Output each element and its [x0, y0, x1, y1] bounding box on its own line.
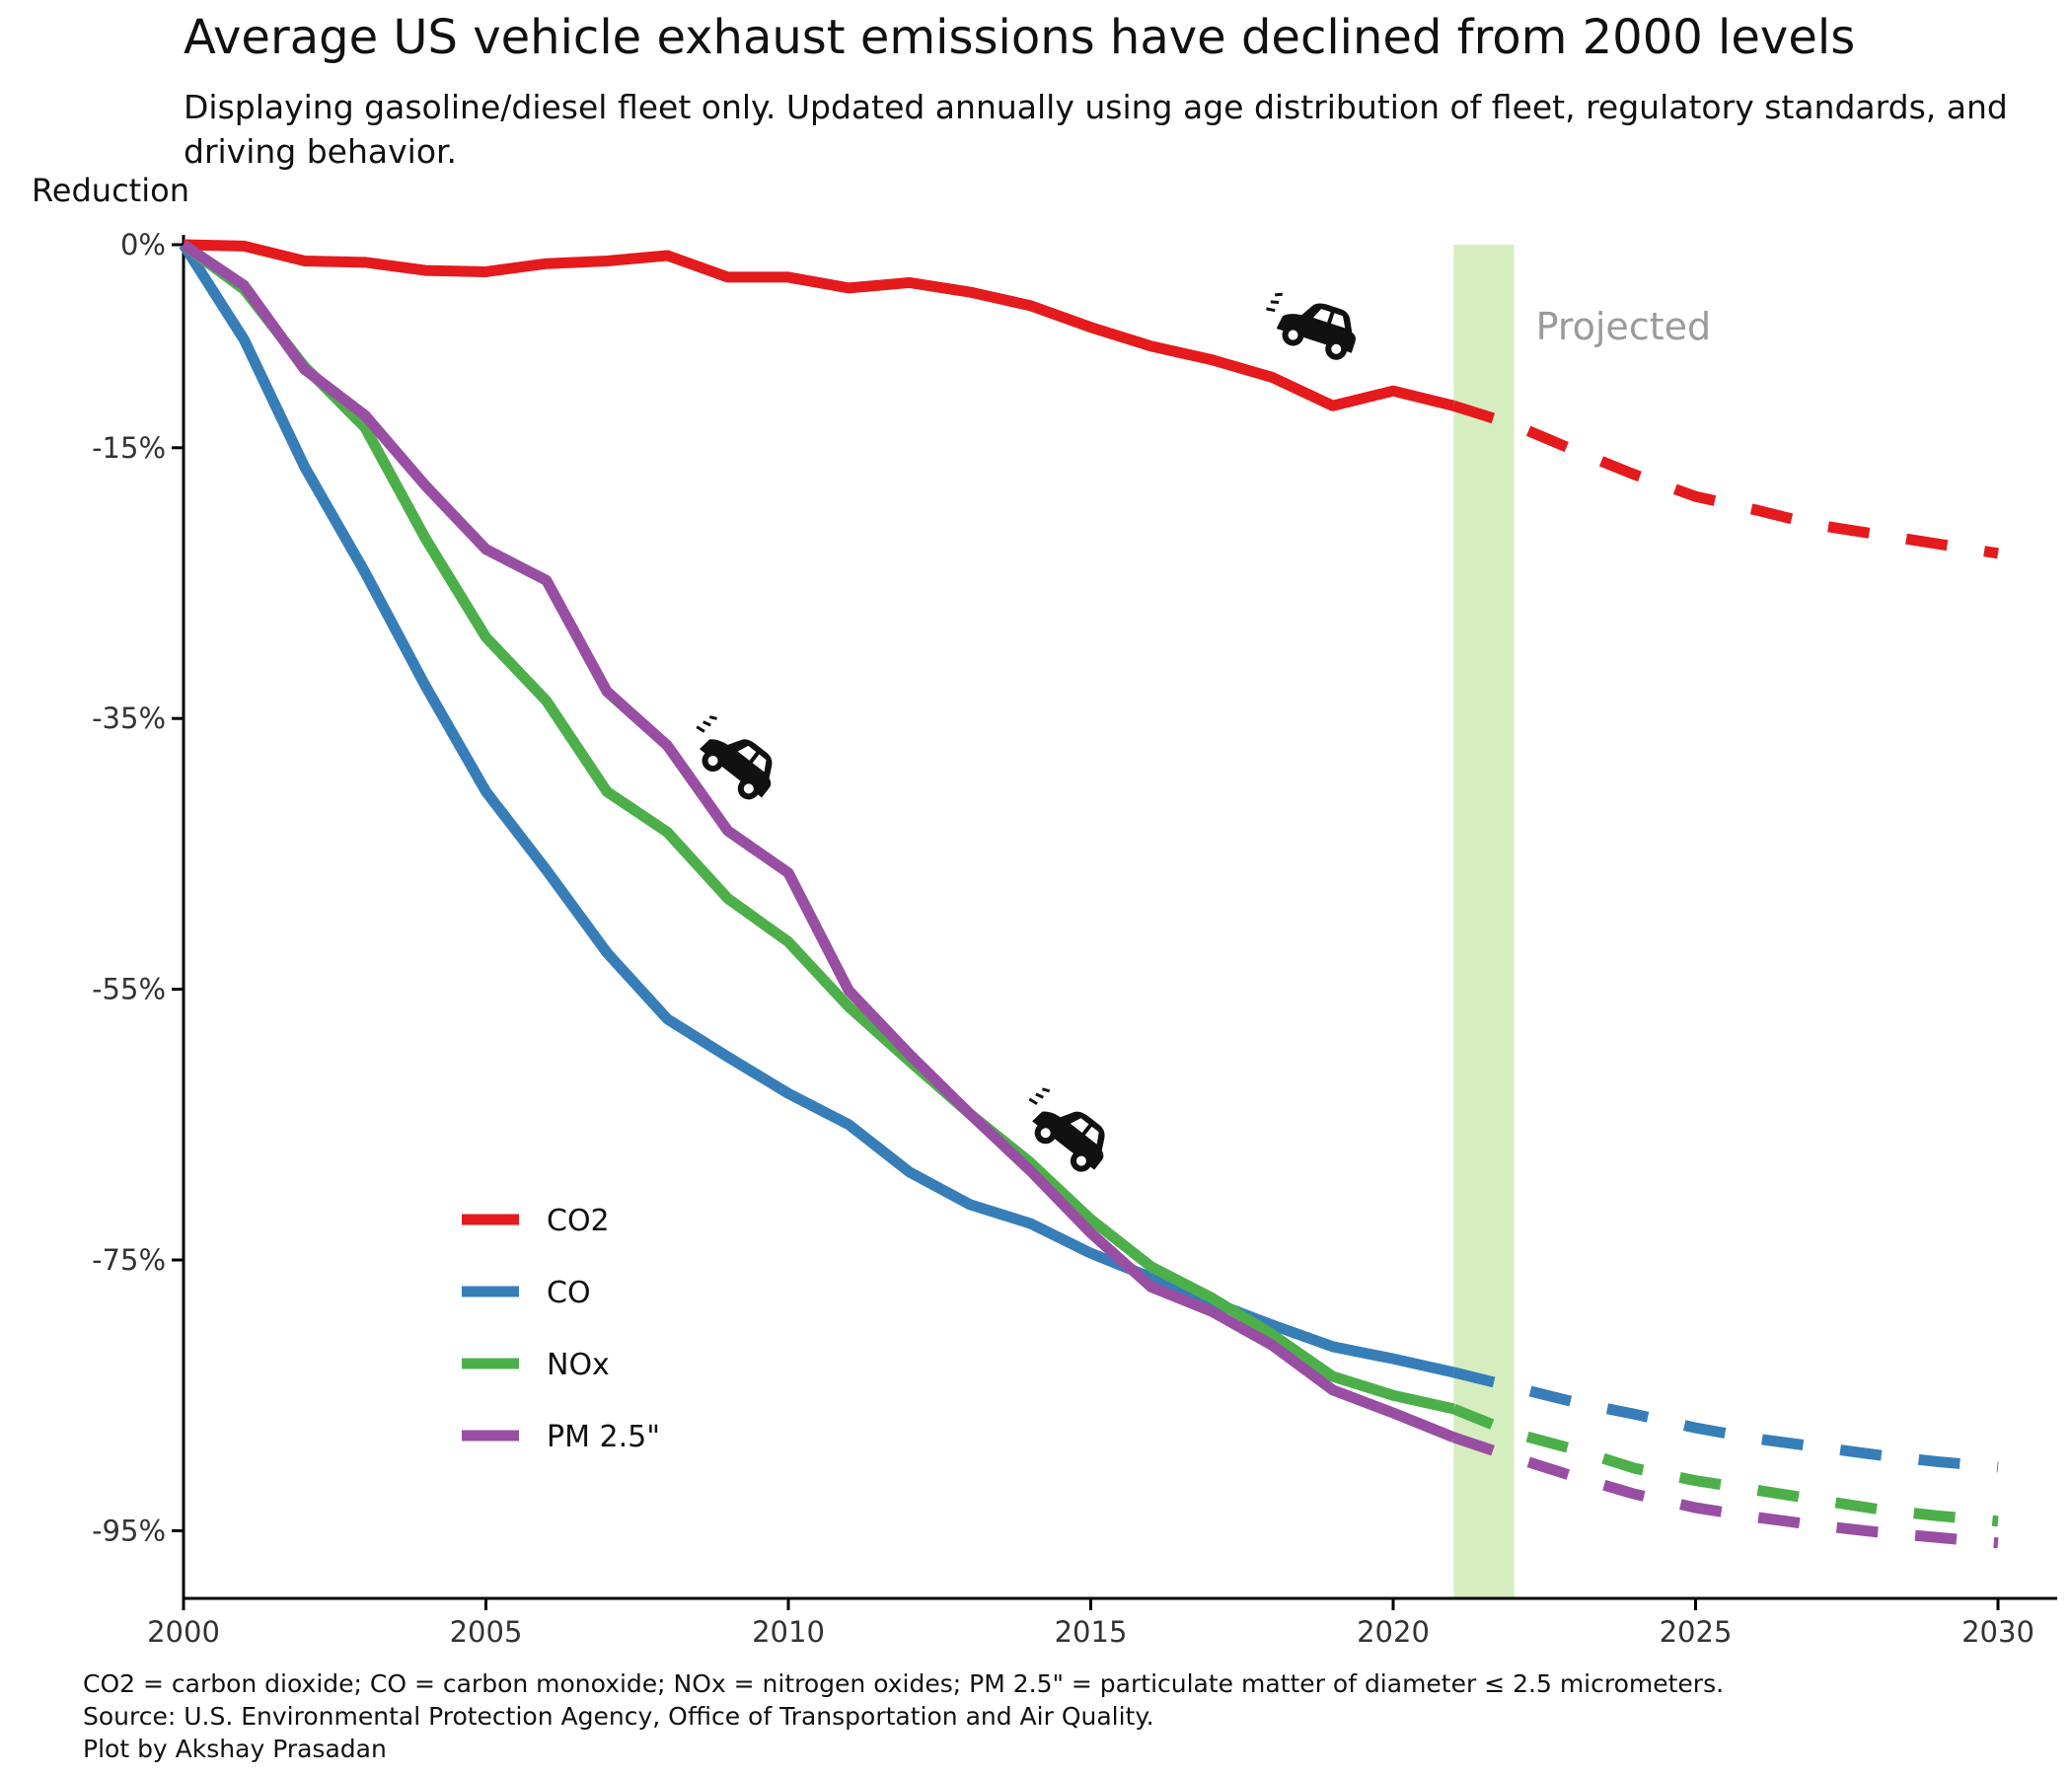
car-icon — [1266, 292, 1356, 360]
series-line-actual — [180, 240, 1455, 1415]
x-tick-label: 2005 — [450, 1615, 523, 1649]
line-chart: Projected 0% -15% -35% -55% -75% -95% 2000 2005… — [92, 228, 2057, 1649]
y-tick-label: 0% — [120, 228, 166, 261]
legend-item: CO — [462, 1276, 591, 1310]
series-line — [180, 240, 1999, 1527]
series-line — [183, 239, 1999, 559]
caption-line-credit: Plot by Akshay Prasadan — [83, 1735, 387, 1763]
series-line — [179, 242, 1999, 1473]
x-tick-label: 2000 — [147, 1615, 220, 1649]
legend-item: CO2 — [462, 1204, 610, 1238]
x-tick-label: 2010 — [752, 1615, 825, 1649]
axes: 0% -15% -35% -55% -75% -95% 2000 2005 2010 2015 20… — [92, 228, 2057, 1649]
y-tick-label: -95% — [92, 1514, 166, 1547]
caption-line-source: Source: U.S. Environmental Protection Ag… — [83, 1702, 1154, 1731]
y-tick-label: -55% — [92, 973, 166, 1006]
series-line — [180, 240, 1999, 1549]
caption-line-definitions: CO2 = carbon dioxide; CO = carbon monoxi… — [83, 1669, 1725, 1698]
series-line-projected — [1451, 1432, 1999, 1549]
x-tick-label: 2015 — [1055, 1615, 1128, 1649]
caption: CO2 = carbon dioxide; CO = carbon monoxi… — [83, 1667, 1724, 1765]
series-line-projected — [1451, 1403, 1999, 1527]
x-tick-label: 2025 — [1660, 1615, 1733, 1649]
legend-label: PM 2.5" — [547, 1420, 660, 1454]
legend-label: CO — [547, 1276, 591, 1310]
series-line-projected — [1451, 1367, 1999, 1473]
legend-label: CO2 — [547, 1204, 610, 1238]
legend-item: NOx — [462, 1348, 610, 1382]
x-tick-label: 2020 — [1357, 1615, 1430, 1649]
legend-label: NOx — [547, 1348, 610, 1382]
series-line-projected — [1451, 401, 1999, 559]
series-line-actual — [180, 240, 1456, 1443]
y-axis-label: Reduction — [32, 172, 189, 209]
car-icon — [696, 715, 773, 800]
legend: CO2 CO NOx PM 2.5" — [462, 1204, 660, 1454]
icon-layer — [696, 292, 1356, 1172]
projection-label: Projected — [1536, 305, 1712, 348]
chart-subtitle: Displaying gasoline/diesel fleet only. U… — [184, 88, 2008, 171]
car-icon — [1028, 1087, 1105, 1172]
series-line-actual — [179, 242, 1455, 1378]
y-tick-label: -35% — [92, 702, 166, 735]
y-tick-label: -75% — [92, 1243, 166, 1277]
y-tick-label: -15% — [92, 431, 166, 465]
x-tick-label: 2030 — [1961, 1615, 2035, 1649]
series-line-actual — [183, 239, 1455, 411]
projection-band — [1453, 245, 1515, 1598]
legend-item: PM 2.5" — [462, 1420, 660, 1454]
series-layer — [179, 239, 1999, 1549]
chart-title: Average US vehicle exhaust emissions hav… — [184, 10, 1856, 65]
